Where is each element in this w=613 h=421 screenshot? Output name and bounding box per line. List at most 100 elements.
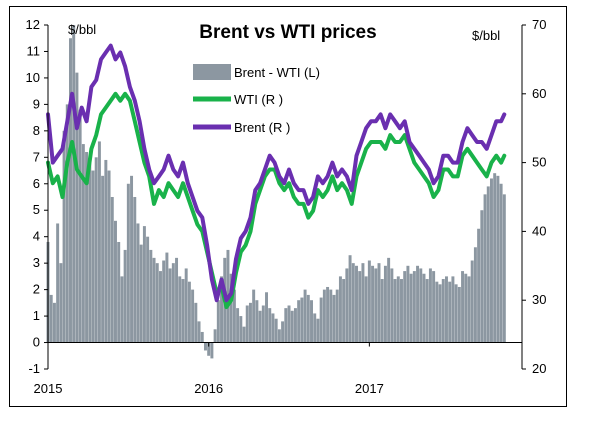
spread-bar: [52, 302, 56, 343]
spread-bar: [457, 286, 461, 343]
spread-bar: [470, 260, 474, 343]
spread-bar: [351, 263, 355, 343]
spread-bar: [367, 260, 371, 343]
spread-bar: [406, 265, 410, 343]
right-tick-label: 20: [532, 361, 546, 376]
spread-bar: [216, 300, 220, 343]
spread-bar: [184, 268, 188, 343]
spread-bar: [114, 220, 117, 343]
right-tick-label: 60: [532, 86, 546, 101]
left-tick-label: 8: [33, 123, 40, 138]
spread-bar: [197, 321, 201, 343]
spread-bar: [326, 286, 330, 343]
spread-bar: [110, 197, 114, 343]
spread-bar: [229, 273, 233, 343]
spread-bar: [91, 170, 95, 343]
spread-bar: [486, 186, 490, 343]
spread-bar: [242, 326, 246, 343]
spread-bar: [139, 244, 143, 343]
spread-bar: [165, 252, 169, 343]
legend-swatch-spread: [193, 64, 231, 80]
spread-bar: [178, 276, 182, 343]
spread-bar: [62, 130, 66, 343]
spread-bar: [380, 279, 384, 343]
spread-bar: [265, 292, 269, 343]
spread-bar: [72, 25, 76, 343]
spread-bar: [489, 178, 493, 343]
spread-bar: [258, 310, 262, 343]
spread-bar: [133, 197, 137, 343]
spread-bar: [393, 279, 397, 343]
spread-bar: [162, 260, 166, 343]
spread-bar: [316, 318, 320, 343]
spread-bar: [88, 162, 92, 343]
spread-bar: [313, 313, 317, 343]
spread-bar: [303, 289, 307, 343]
right-axis-ticks: 20 30 40 50 60 70: [522, 17, 546, 376]
spread-bar: [152, 257, 156, 343]
spread-bar: [236, 308, 240, 343]
spread-bar: [400, 279, 403, 343]
x-tick-label: 2016: [194, 381, 223, 396]
chart-frame: -1 0 1 2 3 4 5 6 7 8 9 10 11 12 20 30 40 50 60 70 2015 2016…: [9, 6, 567, 407]
left-tick-label: 7: [33, 149, 40, 164]
spread-bar: [94, 157, 98, 343]
spread-bar: [355, 265, 358, 343]
spread-bar: [371, 265, 375, 343]
spread-bar: [473, 247, 477, 343]
legend-label-spread: Brent - WTI (L): [234, 65, 320, 80]
x-tick-label: 2017: [355, 381, 384, 396]
spread-bar: [271, 313, 275, 343]
brent-line: [46, 43, 507, 303]
spread-bar: [75, 72, 79, 343]
left-tick-label: 6: [33, 176, 40, 191]
spread-bar: [445, 276, 448, 343]
left-tick-label: 12: [26, 17, 40, 32]
spread-bar: [496, 175, 500, 343]
spread-bar: [281, 321, 285, 343]
spread-bar: [335, 289, 339, 343]
spread-bar: [69, 38, 72, 343]
left-tick-label: 1: [33, 308, 40, 323]
spread-bar: [322, 289, 326, 343]
spread-bar: [310, 300, 313, 343]
spread-bar: [194, 302, 198, 343]
spread-bar: [200, 331, 204, 343]
spread-bar: [403, 271, 407, 343]
spread-bar: [255, 300, 259, 343]
spread-bar: [499, 183, 503, 343]
left-tick-label: 10: [26, 70, 40, 85]
legend-label-brent: Brent (R ): [234, 120, 290, 135]
spread-bar: [419, 268, 423, 343]
x-axis-ticks: 2015 2016 2017: [34, 342, 384, 396]
spread-bar: [78, 109, 82, 343]
spread-bar: [49, 294, 53, 343]
spread-bar: [425, 279, 429, 343]
spread-bar: [175, 257, 179, 343]
spread-bar: [451, 276, 455, 343]
spread-bar: [59, 263, 63, 343]
spread-bar: [438, 284, 442, 343]
spread-bar: [187, 281, 191, 343]
legend: Brent - WTI (L) WTI (R ) Brent (R ): [193, 64, 320, 135]
spread-bar: [210, 342, 214, 359]
spread-bar: [374, 268, 378, 343]
spread-bar: [126, 183, 130, 343]
spread-bar: [483, 194, 487, 343]
spread-bar: [207, 342, 211, 356]
spread-bar: [97, 141, 101, 343]
spread-bar: [319, 297, 323, 343]
spread-bar: [104, 159, 108, 343]
spread-bar: [502, 194, 506, 343]
spread-bar: [306, 294, 310, 343]
spread-bar: [448, 281, 452, 343]
spread-bar: [454, 284, 458, 343]
spread-bar: [467, 276, 471, 343]
spread-bar: [203, 342, 207, 351]
spread-bar: [297, 300, 301, 343]
spread-bar: [268, 308, 272, 343]
spread-bar: [85, 152, 89, 343]
spread-bar: [348, 255, 352, 343]
spread-bar: [332, 294, 336, 343]
